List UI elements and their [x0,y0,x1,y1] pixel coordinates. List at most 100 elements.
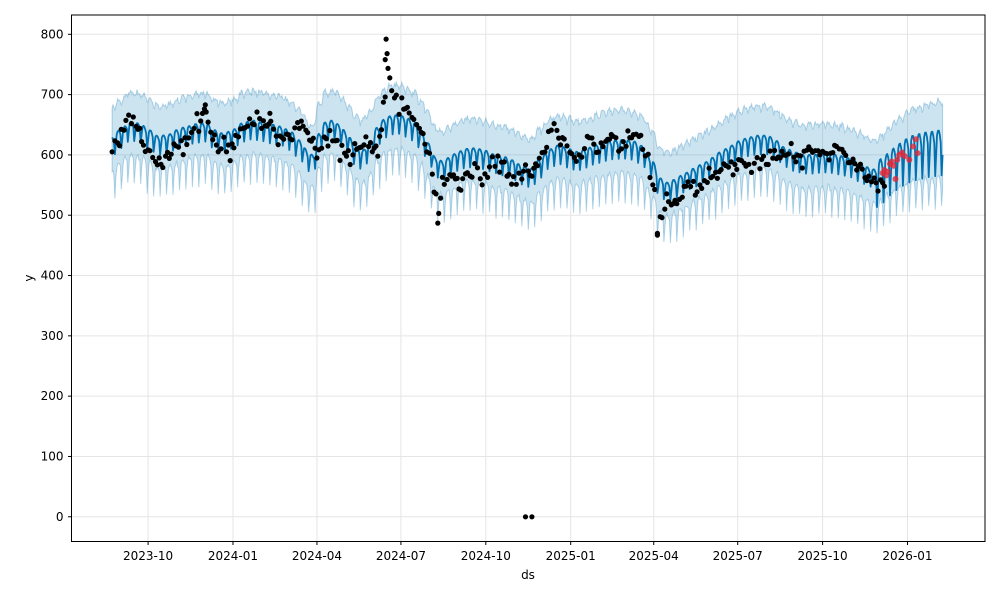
observed-point [439,174,445,180]
observed-point [325,143,331,149]
observed-point [458,187,464,193]
observed-point [444,176,450,183]
observed-point [223,149,230,155]
y-tick-label: 400 [41,269,64,283]
observed-point [859,166,865,172]
observed-point [815,148,821,154]
observed-point [221,134,227,140]
observed-point [710,173,716,179]
observed-point [561,136,567,142]
observed-point [393,92,399,98]
observed-point [525,168,531,174]
observed-point [751,160,757,166]
observed-point [725,164,732,170]
observed-point [166,155,172,161]
observed-point [474,165,481,171]
observed-point [260,118,266,124]
observed-point [399,95,405,101]
observed-point [694,189,700,195]
observed-point [519,176,525,182]
observed-point [544,144,550,150]
observed-point [350,152,356,158]
observed-point [501,159,507,165]
observed-point [268,118,274,124]
observed-point [618,146,625,152]
observed-point [347,161,353,168]
x-tick-label: 2025-01 [546,549,596,563]
observed-point [227,158,233,164]
future-actual-point [890,162,897,169]
observed-point [337,157,343,163]
observed-point [788,140,794,147]
observed-point [864,177,870,184]
observed-point [109,149,115,155]
observed-point [573,158,579,164]
observed-point [210,137,216,143]
observed-point [422,141,428,147]
axes: 2023-10 2024-01 2024-04 2024-07 2024-10 2025-… [41,14,986,563]
x-tick-label: 2025-07 [713,549,763,563]
observed-point [375,153,381,159]
x-tick-label: 2024-04 [292,549,342,563]
observed-point [450,172,457,178]
outlier-point [267,110,273,116]
observed-point [147,148,153,154]
observed-point [352,141,358,147]
observed-point [334,137,340,143]
observed-point [754,155,760,161]
observed-point [128,121,135,127]
observed-point [271,126,277,132]
future-actual-point [894,156,901,163]
observed-point [454,175,460,181]
observed-point [298,118,304,124]
observed-point [196,128,202,134]
observed-point [186,135,192,141]
observed-point [569,151,575,157]
observed-point [180,152,186,158]
observed-point [868,179,875,185]
observed-point [679,194,685,200]
observed-point [662,206,668,212]
observed-point [489,154,495,160]
observed-point [664,191,670,197]
y-tick-label: 300 [41,329,64,343]
observed-point [479,182,485,188]
observed-point [396,111,402,117]
y-tick-label: 600 [41,148,64,162]
observed-point [319,145,325,151]
observed-point [534,163,541,169]
observed-point [510,174,517,180]
plot-border [71,14,986,542]
future-actual-point [892,176,899,182]
observed-point [469,174,475,180]
observed-point [718,167,724,173]
observed-point [208,129,214,135]
future-actual-point [910,143,916,150]
outlier-point [202,102,208,108]
outlier-point [382,57,388,63]
outlier-point [435,220,441,226]
future-actual-point [901,153,908,160]
observed-point [130,114,136,120]
observed-point [477,176,483,182]
observed-point [380,99,386,105]
observed-point [557,142,564,148]
observed-point [300,123,306,129]
observed-point [873,180,879,186]
observed-point [289,137,295,143]
observed-point [433,191,439,197]
observed-point [254,109,260,115]
observed-point [516,170,522,176]
observed-point [367,140,374,146]
x-tick-label: 2024-07 [376,549,426,563]
observed-point [757,166,763,172]
observed-point [203,109,209,115]
observed-point [251,122,257,128]
observed-point [579,154,585,160]
observed-point [184,141,190,148]
observed-point [826,157,832,163]
observed-point [688,183,694,190]
observed-point [168,151,174,157]
observed-point [160,164,166,171]
